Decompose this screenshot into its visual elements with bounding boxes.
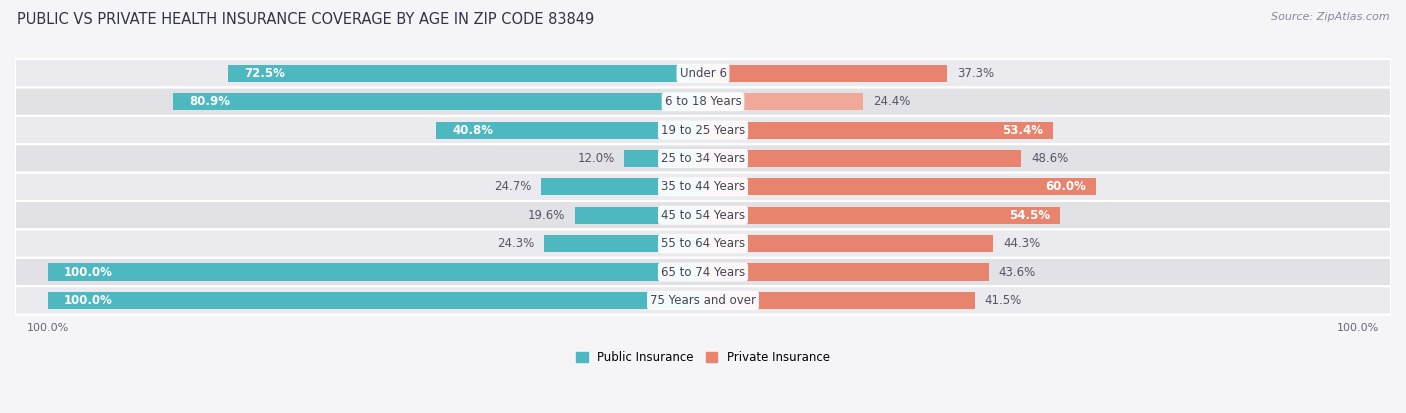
- Bar: [703, 178, 1097, 195]
- FancyBboxPatch shape: [15, 201, 1391, 230]
- Text: 6 to 18 Years: 6 to 18 Years: [665, 95, 741, 108]
- Text: 65 to 74 Years: 65 to 74 Years: [661, 266, 745, 278]
- Text: 19 to 25 Years: 19 to 25 Years: [661, 123, 745, 137]
- Text: 60.0%: 60.0%: [1046, 180, 1087, 193]
- Text: 48.6%: 48.6%: [1031, 152, 1069, 165]
- Bar: [228, 65, 703, 82]
- FancyBboxPatch shape: [15, 144, 1391, 173]
- FancyBboxPatch shape: [15, 59, 1391, 88]
- Legend: Public Insurance, Private Insurance: Public Insurance, Private Insurance: [571, 347, 835, 369]
- Bar: [703, 93, 863, 110]
- Bar: [436, 121, 703, 139]
- Text: 24.4%: 24.4%: [873, 95, 910, 108]
- FancyBboxPatch shape: [15, 258, 1391, 286]
- Text: 35 to 44 Years: 35 to 44 Years: [661, 180, 745, 193]
- Bar: [48, 263, 703, 280]
- Bar: [703, 121, 1053, 139]
- Text: 100.0%: 100.0%: [65, 266, 112, 278]
- Bar: [703, 235, 993, 252]
- Bar: [703, 207, 1060, 224]
- Text: 41.5%: 41.5%: [984, 294, 1022, 307]
- Text: Under 6: Under 6: [679, 67, 727, 80]
- Text: 40.8%: 40.8%: [453, 123, 494, 137]
- Text: 25 to 34 Years: 25 to 34 Years: [661, 152, 745, 165]
- Bar: [173, 93, 703, 110]
- Text: Source: ZipAtlas.com: Source: ZipAtlas.com: [1271, 12, 1389, 22]
- FancyBboxPatch shape: [15, 88, 1391, 116]
- Text: 19.6%: 19.6%: [527, 209, 565, 222]
- Bar: [544, 235, 703, 252]
- Text: 12.0%: 12.0%: [578, 152, 614, 165]
- Bar: [541, 178, 703, 195]
- Text: 80.9%: 80.9%: [190, 95, 231, 108]
- Bar: [703, 263, 988, 280]
- FancyBboxPatch shape: [15, 230, 1391, 258]
- Bar: [703, 150, 1021, 167]
- Text: 24.7%: 24.7%: [494, 180, 531, 193]
- Text: 75 Years and over: 75 Years and over: [650, 294, 756, 307]
- Text: 37.3%: 37.3%: [957, 67, 994, 80]
- Text: 53.4%: 53.4%: [1002, 123, 1043, 137]
- FancyBboxPatch shape: [15, 173, 1391, 201]
- Bar: [624, 150, 703, 167]
- Text: 55 to 64 Years: 55 to 64 Years: [661, 237, 745, 250]
- Text: PUBLIC VS PRIVATE HEALTH INSURANCE COVERAGE BY AGE IN ZIP CODE 83849: PUBLIC VS PRIVATE HEALTH INSURANCE COVER…: [17, 12, 595, 27]
- Text: 44.3%: 44.3%: [1002, 237, 1040, 250]
- Text: 100.0%: 100.0%: [65, 294, 112, 307]
- Bar: [703, 292, 974, 309]
- FancyBboxPatch shape: [15, 116, 1391, 144]
- Text: 54.5%: 54.5%: [1010, 209, 1050, 222]
- Text: 45 to 54 Years: 45 to 54 Years: [661, 209, 745, 222]
- Text: 72.5%: 72.5%: [245, 67, 285, 80]
- Bar: [575, 207, 703, 224]
- Bar: [48, 292, 703, 309]
- Text: 43.6%: 43.6%: [998, 266, 1036, 278]
- Bar: [703, 65, 948, 82]
- Text: 24.3%: 24.3%: [496, 237, 534, 250]
- FancyBboxPatch shape: [15, 286, 1391, 315]
